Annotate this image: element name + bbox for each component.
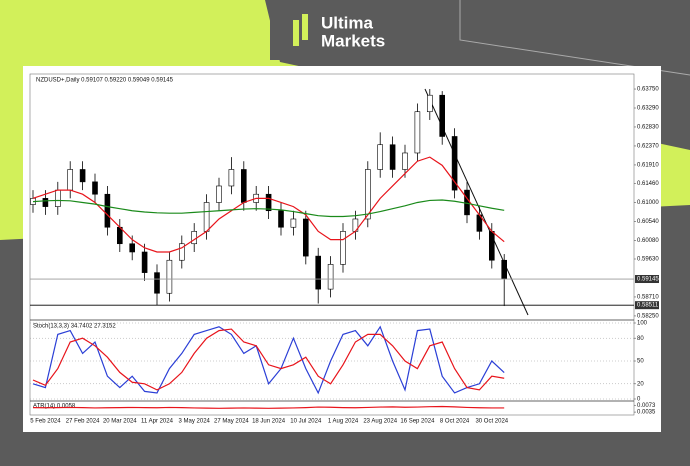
candle-body xyxy=(166,259,173,294)
candle-body xyxy=(488,231,495,261)
candle-body xyxy=(501,259,508,280)
plot-frame xyxy=(29,73,635,416)
y-tick-label: 50 xyxy=(637,359,644,365)
y-tick-label: 0.61460 xyxy=(637,181,659,187)
candle-body xyxy=(228,169,235,187)
candle-body xyxy=(414,111,421,154)
candle-body xyxy=(364,169,371,220)
candle-body xyxy=(79,169,86,183)
logo-mark xyxy=(293,14,308,46)
level-label: 0.58511 xyxy=(637,303,659,309)
level-label: 0.59145 xyxy=(637,277,659,283)
candle-body xyxy=(92,181,98,195)
candle-body xyxy=(54,189,61,207)
x-tick-label: 16 Sep 2024 xyxy=(400,419,435,425)
logo-bar xyxy=(302,14,308,40)
y-tick-label: 20 xyxy=(637,381,644,387)
x-tick-label: 1 Aug 2024 xyxy=(328,419,359,425)
candle-body xyxy=(426,94,433,113)
x-tick-label: 5 Feb 2024 xyxy=(30,419,61,425)
candle-body xyxy=(241,169,247,203)
y-tick-label: 0.61910 xyxy=(637,163,659,169)
candle-body xyxy=(104,193,111,228)
x-tick-label: 18 Jun 2024 xyxy=(252,419,286,425)
y-tick-label: 0.0073 xyxy=(637,403,656,409)
level-tag xyxy=(635,301,659,310)
candle-body xyxy=(327,264,334,290)
logo-area xyxy=(270,0,460,60)
y-tick-label: 0.62370 xyxy=(637,144,659,150)
series-line xyxy=(32,325,505,395)
brand-line1: Ultima xyxy=(321,13,374,32)
decor-line xyxy=(459,0,690,76)
candle-body xyxy=(377,144,384,170)
level-tag xyxy=(635,275,659,284)
x-tick-label: 10 Jul 2024 xyxy=(290,419,322,425)
candle-body xyxy=(67,169,73,191)
y-tick-label: 0.58710 xyxy=(637,295,659,301)
candle-body xyxy=(302,218,309,257)
x-tick-label: 11 Apr 2024 xyxy=(141,419,174,425)
candle-body xyxy=(265,193,272,212)
x-tick-label: 3 May 2024 xyxy=(179,419,211,425)
brand-line2: Markets xyxy=(321,31,385,50)
y-tick-label: 0.59630 xyxy=(637,257,659,263)
y-tick-label: 0.62830 xyxy=(637,125,659,131)
candle-body xyxy=(141,251,148,273)
atr-title: ATR(14) 0.0058 xyxy=(33,404,76,410)
stoch-title: Stoch(13,3,3) 34.7402 27.3152 xyxy=(33,324,116,330)
candle-body xyxy=(290,218,297,228)
y-tick-label: 0.60540 xyxy=(637,219,659,225)
candle-body xyxy=(154,272,160,294)
candle-body xyxy=(402,152,408,170)
y-tick-label: 100 xyxy=(637,321,648,327)
x-tick-label: 20 Mar 2024 xyxy=(103,419,137,425)
candle-body xyxy=(42,198,49,207)
candle-body xyxy=(389,144,396,170)
chart-title: NZDUSD+,Daily 0.59107 0.59220 0.59049 0.… xyxy=(36,78,174,84)
y-tick-label: 0.61000 xyxy=(637,200,659,206)
y-tick-label: 0.63750 xyxy=(637,87,659,93)
candle-body xyxy=(315,255,322,290)
logo-bar xyxy=(293,20,299,46)
x-tick-label: 27 May 2024 xyxy=(214,419,249,425)
y-tick-label: 0.0035 xyxy=(637,410,656,416)
candle-body xyxy=(191,231,197,245)
x-tick-label: 30 Oct 2024 xyxy=(475,419,508,425)
y-tick-label: 0.63290 xyxy=(637,106,659,112)
series-line xyxy=(32,328,505,391)
candle-body xyxy=(216,185,222,203)
y-tick-label: 0.58250 xyxy=(637,314,659,320)
y-tick-label: 0 xyxy=(637,397,641,403)
series-line xyxy=(32,405,505,409)
candle-body xyxy=(278,210,284,228)
candle-body xyxy=(203,202,210,232)
series-line xyxy=(32,199,505,218)
y-tick-label: 0.60080 xyxy=(637,238,659,244)
x-tick-label: 27 Feb 2024 xyxy=(66,419,100,425)
candle-body xyxy=(439,94,446,137)
x-tick-label: 8 Oct 2024 xyxy=(440,419,470,425)
candle-body xyxy=(340,231,346,265)
candle-body xyxy=(129,243,135,253)
x-tick-label: 23 Aug 2024 xyxy=(363,419,397,425)
candle-body xyxy=(451,136,458,191)
series-line xyxy=(32,156,505,253)
y-tick-label: 80 xyxy=(637,336,644,342)
candle-body xyxy=(179,243,185,261)
